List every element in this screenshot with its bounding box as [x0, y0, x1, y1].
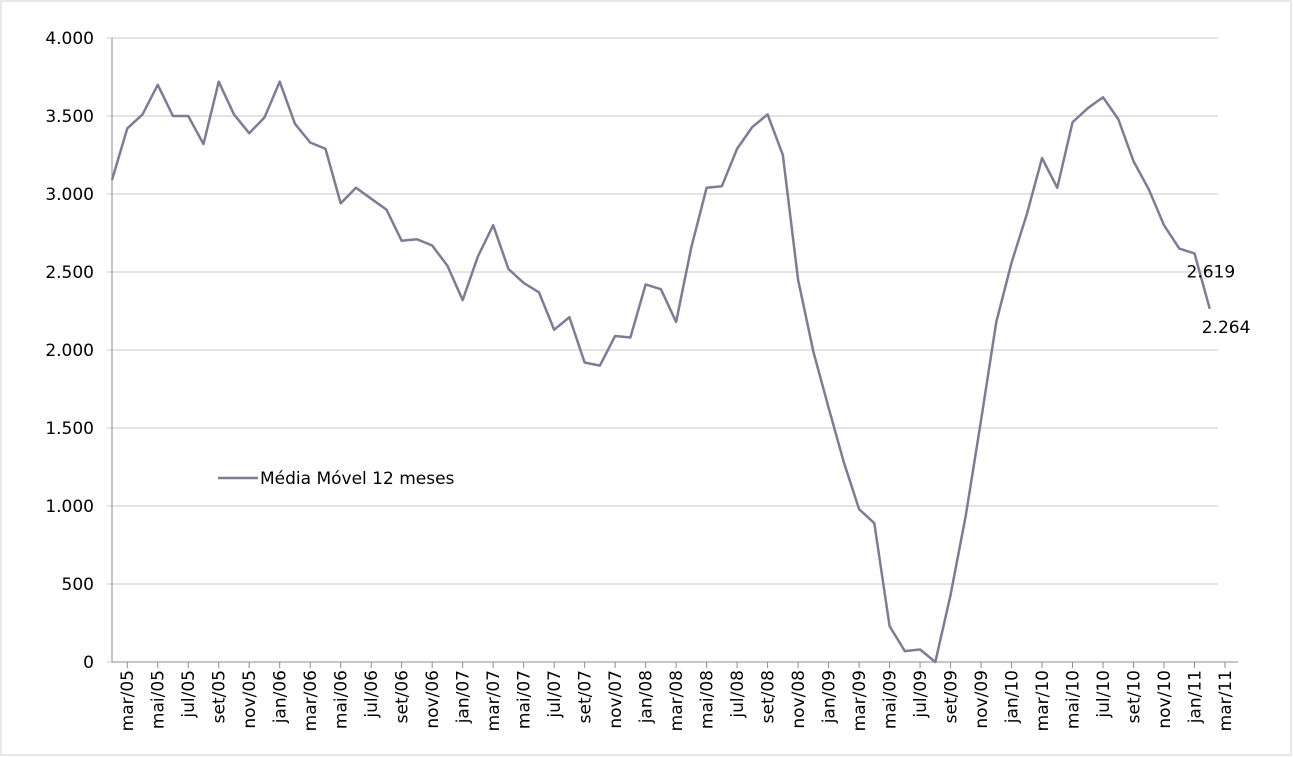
x-tick-label: jul/10	[1094, 670, 1114, 719]
x-tick-label: jan/06	[271, 670, 291, 724]
y-tick-label: 1.000	[45, 497, 94, 517]
x-tick-label: mar/07	[484, 670, 504, 731]
y-tick-label: 3.500	[45, 107, 94, 127]
y-tick-label: 1.500	[45, 419, 94, 439]
x-tick-label: jan/09	[820, 670, 840, 724]
x-tick-label: mar/05	[118, 670, 138, 731]
x-tick-label: mai/10	[1064, 670, 1084, 729]
x-tick-label: mar/08	[667, 670, 687, 731]
x-tick-label: nov/09	[972, 670, 992, 729]
data-label: 2.619	[1187, 262, 1236, 282]
x-tick-label: nov/08	[789, 670, 809, 729]
x-tick-label: mar/06	[301, 670, 321, 731]
y-tick-label: 500	[62, 575, 94, 595]
x-tick-label: mar/10	[1033, 670, 1053, 731]
x-tick-label: jul/06	[362, 670, 382, 719]
y-tick-label: 0	[83, 653, 94, 673]
x-tick-label: jul/09	[911, 670, 931, 719]
x-tick-label: mai/09	[881, 670, 901, 729]
x-tick-label: set/09	[942, 670, 962, 723]
x-tick-label: nov/07	[606, 670, 626, 729]
y-tick-label: 3.000	[45, 185, 94, 205]
x-tick-label: mai/05	[149, 670, 169, 729]
y-tick-label: 2.000	[45, 341, 94, 361]
x-tick-label: jan/07	[454, 670, 474, 724]
x-tick-label: mar/09	[850, 670, 870, 731]
x-tick-label: set/05	[210, 670, 230, 723]
x-tick-label: nov/05	[240, 670, 260, 729]
x-tick-label: jul/05	[179, 670, 199, 719]
x-tick-label: mai/07	[515, 670, 535, 729]
x-tick-label: set/08	[759, 670, 779, 723]
x-tick-label: mar/11	[1216, 670, 1236, 731]
y-tick-label: 2.500	[45, 263, 94, 283]
x-tick-label: jul/08	[728, 670, 748, 719]
x-tick-label: set/10	[1125, 670, 1145, 723]
x-tick-label: jan/08	[637, 670, 657, 724]
x-tick-label: set/06	[393, 670, 413, 723]
x-tick-label: jul/07	[545, 670, 565, 719]
data-label: 2.264	[1202, 318, 1251, 338]
y-tick-label: 4.000	[45, 29, 94, 49]
x-tick-label: set/07	[576, 670, 596, 723]
legend-label: Média Móvel 12 meses	[260, 469, 455, 489]
x-tick-label: mai/08	[698, 670, 718, 729]
x-tick-label: nov/10	[1155, 670, 1175, 729]
data-line	[110, 80, 1211, 664]
x-tick-label: jan/11	[1186, 670, 1206, 724]
x-tick-label: jan/10	[1003, 670, 1023, 724]
x-tick-label: mai/06	[332, 670, 352, 729]
x-tick-label: nov/06	[423, 670, 443, 729]
